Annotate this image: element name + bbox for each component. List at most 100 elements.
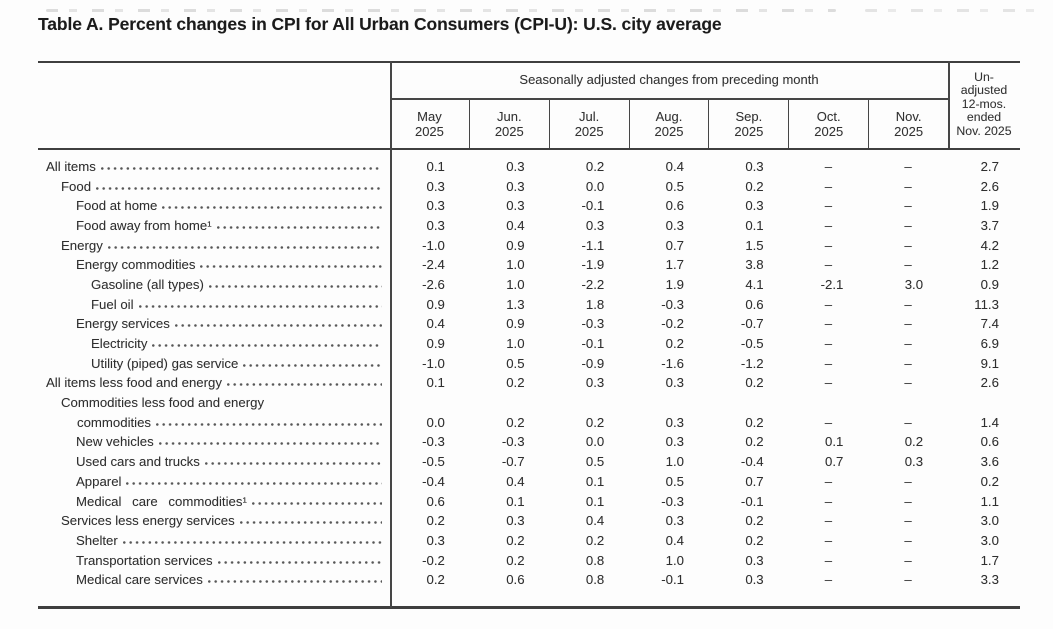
row-data-line: Energy -1.0 0.9 -1.1 0.7 1.5 – – 4.2: [38, 235, 1020, 255]
value-cell: 0.7: [629, 238, 709, 253]
cell-value: 11.3: [974, 296, 999, 312]
value-cell: 0.9: [390, 336, 470, 351]
cell-value: 0.2: [980, 473, 999, 489]
table-row: Energy commodities -2.4 1.0 -1.9 1.7 3.8 – – 1.2: [38, 255, 1020, 275]
cell-value: 0.3: [426, 217, 445, 233]
value-cell: –: [789, 159, 869, 174]
value-cell: –: [868, 474, 948, 489]
value-cell: 3.0: [948, 513, 1020, 528]
value-cell: 0.1: [709, 218, 789, 233]
row-label: All items less food and energy: [46, 375, 222, 391]
cell-value: 3.6: [980, 454, 999, 470]
cell-value: -1.1: [581, 237, 605, 253]
value-cell: 1.3: [470, 297, 550, 312]
value-cell: -1.2: [709, 356, 789, 371]
value-cell: 0.8: [549, 553, 629, 568]
cell-value: 0.3: [904, 454, 924, 470]
value-cell: 0.5: [470, 356, 550, 371]
value-cell: –: [789, 533, 869, 548]
value-cell: 0.3: [470, 159, 550, 174]
value-cell: 0.1: [549, 494, 629, 509]
value-cell: 0.7: [789, 454, 869, 469]
value-cell: 0.3: [390, 533, 470, 548]
cell-value: –: [904, 375, 912, 391]
value-cell: –: [789, 257, 869, 272]
row-label: Food: [61, 178, 92, 194]
month-label: Aug.: [655, 108, 683, 124]
value-cell: –: [789, 179, 869, 194]
cell-value: –: [824, 237, 833, 253]
value-cell: –: [789, 316, 869, 331]
cell-value: 0.4: [506, 473, 525, 489]
cell-value: -2.1: [820, 276, 844, 292]
cell-value: –: [824, 473, 833, 489]
value-cell: 1.0: [629, 553, 709, 568]
value-cell: 1.9: [629, 277, 709, 292]
cell-value: -0.7: [740, 316, 764, 332]
value-cell: -0.9: [549, 356, 629, 371]
cell-value: 0.3: [745, 552, 764, 568]
value-cell: 0.2: [470, 553, 550, 568]
dot-leader: [126, 481, 382, 485]
cell-value: –: [904, 198, 912, 214]
row-data-line: Transportation services -0.2 0.2 0.8 1.0 0.3 –…: [38, 550, 1020, 570]
cell-value: 0.2: [506, 375, 525, 391]
table-row: New vehicles -0.3 -0.3 0.0 0.3 0.2 0.1 0.2 0.6: [38, 432, 1020, 452]
cell-value: 0.3: [665, 434, 684, 450]
row-data-line: commodities 0.0 0.2 0.2 0.3 0.2 – – 1.4: [38, 412, 1020, 432]
row-data-line: All items less food and energy 0.1 0.2 0.3 0…: [38, 373, 1020, 393]
cell-value: 0.2: [904, 434, 924, 450]
value-cell: 4.2: [948, 238, 1020, 253]
cell-value: 0.2: [506, 532, 525, 548]
row-stub: Food: [38, 179, 390, 194]
month-label: Sep.: [735, 108, 763, 124]
row-data-line: All items 0.1 0.3 0.2 0.4 0.3 – – 2.7: [38, 157, 1020, 177]
value-cell: –: [868, 356, 948, 371]
cell-value: 0.9: [426, 296, 445, 312]
cell-value: 0.5: [585, 454, 605, 470]
cell-value: 0.1: [585, 493, 605, 509]
value-cell: 0.5: [629, 474, 709, 489]
value-cell: 0.3: [390, 198, 470, 213]
cell-value: –: [904, 217, 912, 233]
year-label: 2025: [654, 123, 684, 139]
cell-value: 0.2: [745, 513, 764, 529]
table-row: Energy -1.0 0.9 -1.1 0.7 1.5 – – 4.2: [38, 235, 1020, 255]
row-stub: Energy commodities: [38, 257, 390, 272]
value-cell: -0.1: [549, 198, 629, 213]
row-data-line: Food 0.3 0.3 0.0 0.5 0.2 – – 2.6: [38, 176, 1020, 196]
row-stub: Electricity: [38, 336, 390, 351]
cell-value: 4.2: [980, 237, 999, 253]
value-cell: 0.6: [709, 297, 789, 312]
value-cell: 0.4: [549, 513, 629, 528]
dot-leader: [207, 580, 382, 584]
value-cell: -0.3: [629, 297, 709, 312]
cell-value: 2.7: [980, 158, 999, 174]
dot-leader: [217, 560, 382, 564]
value-cell: -0.3: [390, 434, 470, 449]
dot-leader: [174, 324, 382, 328]
value-cell: –: [789, 336, 869, 351]
table-row: Fuel oil 0.9 1.3 1.8 -0.3 0.6 – – 11.3: [38, 294, 1020, 314]
column-header-month: Nov. 2025: [868, 99, 948, 148]
value-cell: 0.2: [470, 533, 550, 548]
row-data-line: Medical care commodities¹ 0.6 0.1 0.1 -0.3 -0…: [38, 491, 1020, 511]
page-title: Table A. Percent changes in CPI for All …: [38, 14, 722, 34]
cell-value: –: [824, 375, 833, 391]
cell-value: 6.9: [980, 336, 999, 352]
row-label: Utility (piped) gas service: [91, 355, 239, 371]
table-row: Apparel -0.4 0.4 0.1 0.5 0.7 – – 0.2: [38, 472, 1020, 492]
value-cell: 0.2: [709, 375, 789, 390]
unadjusted-header-line: Un-: [974, 69, 994, 84]
row-stub: Used cars and trucks: [38, 454, 390, 469]
cell-value: –: [824, 493, 833, 509]
value-cell: 0.7: [709, 474, 789, 489]
value-cell: 1.7: [948, 553, 1020, 568]
cell-value: –: [824, 296, 833, 312]
row-label: Food at home: [76, 198, 158, 214]
cell-value: –: [904, 552, 912, 568]
cpi-table: Seasonally adjusted changes from precedi…: [38, 61, 1020, 611]
cell-value: 0.3: [745, 198, 764, 214]
cell-value: 9.1: [980, 355, 999, 371]
row-stub: Shelter: [38, 533, 390, 548]
